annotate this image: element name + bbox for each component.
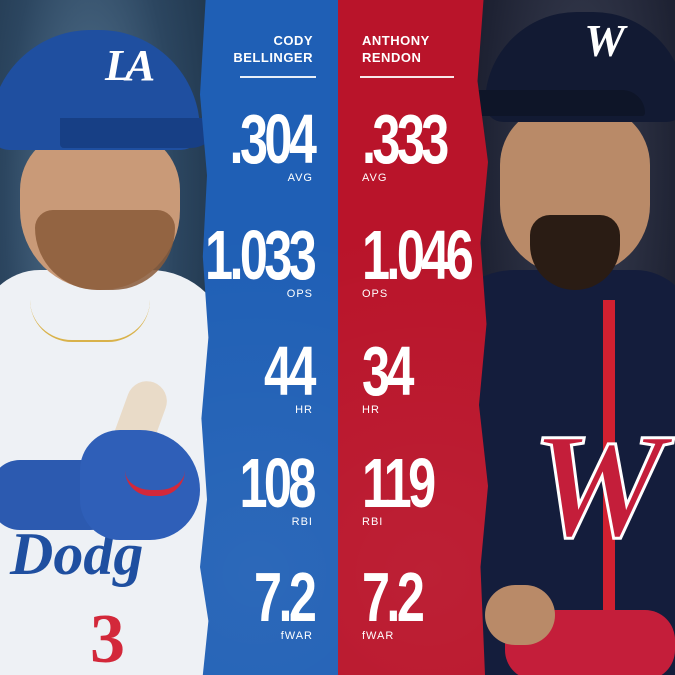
stat-value: 7.2 (362, 558, 425, 636)
cap-brim-right (455, 90, 645, 116)
stat-label: fWAR (362, 630, 395, 642)
stat-rbi-left: 108 RBI (211, 444, 317, 528)
helmet-brim-left (60, 118, 220, 148)
header-divider-right (360, 76, 454, 78)
stat-rbi-right: 119 RBI (362, 444, 460, 528)
stat-label: AVG (362, 172, 388, 184)
stat-value: 1.046 (362, 216, 474, 294)
stat-value: 34 (362, 332, 414, 410)
swoosh-icon (125, 470, 185, 496)
player-last-name-right: RENDON (362, 50, 422, 65)
stat-value: 1.033 (204, 216, 317, 294)
stat-value: 44 (264, 332, 316, 410)
player-name-left: CODY BELLINGER (233, 32, 313, 66)
stat-value: 108 (239, 444, 317, 522)
stat-value: .333 (362, 100, 449, 178)
stat-label: RBI (362, 516, 384, 528)
stat-fwar-right: 7.2 fWAR (362, 558, 444, 642)
player-last-name-left: BELLINGER (233, 50, 313, 65)
stat-label: fWAR (280, 630, 313, 642)
jersey-logo-right: W (530, 402, 666, 571)
stat-avg-left: .304 AVG (197, 100, 316, 184)
beard-right (530, 215, 620, 290)
stat-label: OPS (286, 288, 313, 300)
stat-value: 119 (362, 444, 436, 522)
cap-logo-left: LA (105, 41, 155, 90)
stats-panel-right (338, 0, 488, 675)
player-photo-left: Dodg 3 LA (0, 0, 225, 675)
jersey-piping-right (603, 300, 615, 675)
stat-value: .304 (229, 100, 316, 178)
stat-hr-right: 34 HR (362, 332, 430, 416)
header-divider-left (240, 76, 316, 78)
stat-label: HR (362, 404, 380, 416)
stat-label: AVG (287, 172, 313, 184)
stats-panel-left (200, 0, 340, 675)
stat-ops-left: 1.033 OPS (163, 216, 317, 300)
player-name-right: ANTHONY RENDON (362, 32, 430, 66)
stat-value: 7.2 (253, 558, 317, 636)
player-first-name-right: ANTHONY (362, 33, 430, 48)
player-first-name-left: CODY (273, 33, 313, 48)
stat-hr-left: 44 HR (245, 332, 316, 416)
stat-fwar-left: 7.2 fWAR (231, 558, 317, 642)
stat-label: OPS (362, 288, 389, 300)
stat-label: HR (295, 404, 313, 416)
necklace (30, 300, 150, 342)
hand-right (485, 585, 555, 645)
cap-logo-right: W (584, 15, 625, 66)
stat-ops-right: 1.046 OPS (362, 216, 512, 300)
stat-label: RBI (291, 516, 313, 528)
stat-avg-right: .333 AVG (362, 100, 478, 184)
jersey-number-left: 3 (90, 601, 125, 675)
